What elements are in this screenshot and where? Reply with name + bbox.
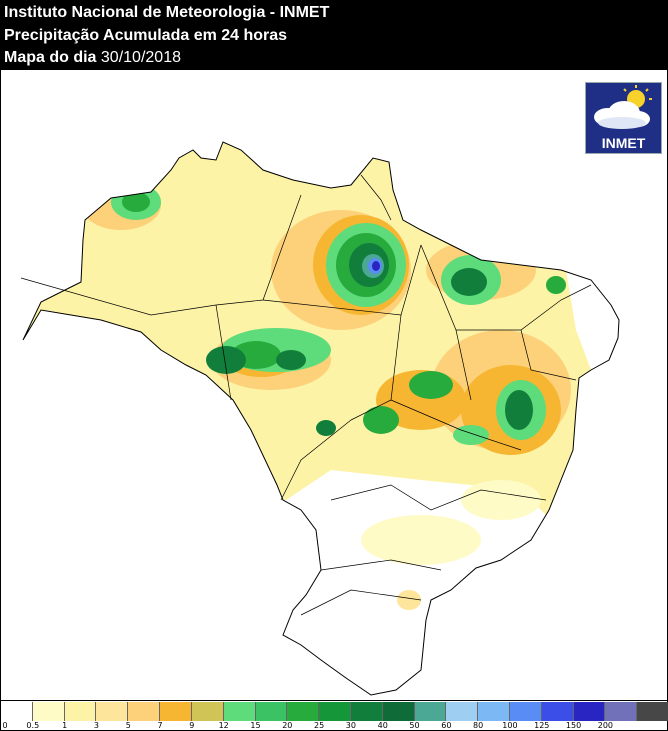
legend-swatch — [510, 702, 542, 721]
legend-tick-label: 7 — [157, 721, 163, 730]
legend-ticks: 0 0.5 1 3 5 7 9 12 15 20 25 30 40 50 60 80 100 125 150 200 — [1, 721, 668, 731]
precipitation-legend: 0 0.5 1 3 5 7 9 12 15 20 25 30 40 50 60 80 100 125 150 200 — [0, 700, 668, 731]
legend-tick-label: 100 — [502, 721, 518, 730]
state-borders — [20, 174, 592, 616]
legend-swatch — [541, 702, 574, 721]
map-date-line: Mapa do dia 30/10/2018 — [4, 48, 181, 68]
map-date-label: Mapa do dia — [4, 49, 97, 66]
legend-tick-label: 50 — [409, 721, 420, 730]
legend-tick-label: 12 — [218, 721, 229, 730]
legend-swatch — [414, 702, 447, 721]
legend-swatch — [573, 702, 606, 721]
legend-swatch — [96, 702, 129, 721]
legend-tick-label: 80 — [473, 721, 484, 730]
legend-swatch — [128, 702, 161, 721]
legend-swatch — [350, 702, 383, 721]
legend-tick-label: 125 — [534, 721, 550, 730]
legend-swatch — [255, 702, 288, 721]
legend-swatch — [287, 702, 320, 721]
legend-swatch — [605, 702, 638, 721]
brazil-map-svg — [20, 141, 620, 696]
legend-swatch — [446, 702, 479, 721]
legend-swatch — [64, 702, 97, 721]
legend-tick-label: 200 — [597, 721, 614, 730]
legend-swatches — [1, 702, 668, 721]
inmet-logo: INMET — [585, 82, 662, 154]
institute-title: Instituto Nacional de Meteorologia - INM… — [4, 4, 330, 21]
logo-text: INMET — [601, 135, 646, 151]
precipitation-map — [0, 70, 668, 700]
legend-swatch — [223, 702, 256, 721]
legend-swatch — [637, 702, 668, 721]
legend-swatch — [1, 702, 33, 721]
legend-tick-label: 9 — [189, 721, 195, 730]
legend-swatch — [32, 702, 65, 721]
sun-cloud-icon — [594, 85, 652, 129]
legend-swatch — [160, 702, 192, 721]
legend-tick-label: 5 — [125, 721, 131, 730]
legend-tick-label: 1 — [62, 721, 68, 730]
legend-swatch — [478, 702, 510, 721]
map-header: Instituto Nacional de Meteorologia - INM… — [0, 0, 668, 70]
legend-tick-label: 20 — [282, 721, 293, 730]
legend-tick-label: 0 — [2, 721, 8, 730]
legend-tick-label: 150 — [565, 721, 582, 730]
brazil-outline — [22, 141, 620, 696]
legend-tick-label: 0.5 — [26, 721, 40, 730]
map-subtitle: Precipitação Acumulada em 24 horas — [4, 27, 288, 44]
legend-tick-label: 60 — [441, 721, 452, 730]
legend-swatch — [191, 702, 224, 721]
map-date: 30/10/2018 — [100, 49, 181, 66]
legend-tick-label: 40 — [377, 721, 388, 730]
legend-tick-label: 15 — [250, 721, 261, 730]
legend-swatch — [382, 702, 415, 721]
legend-tick-label: 3 — [93, 721, 99, 730]
legend-tick-label: 25 — [314, 721, 325, 730]
legend-tick-label: 30 — [345, 721, 356, 730]
legend-swatch — [319, 702, 351, 721]
